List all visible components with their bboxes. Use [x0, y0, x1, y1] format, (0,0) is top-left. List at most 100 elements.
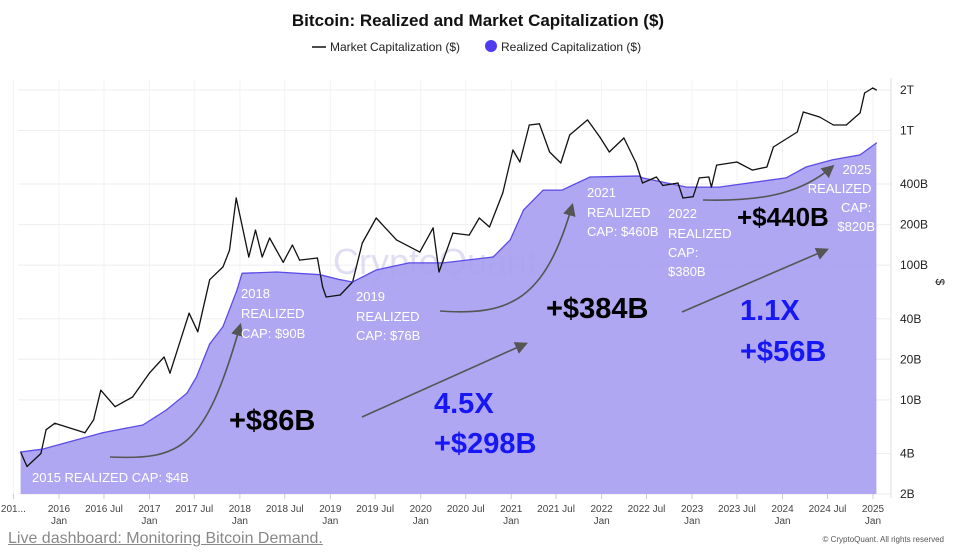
live-dashboard-link[interactable]: Live dashboard: Monitoring Bitcoin Deman… [8, 530, 323, 547]
market-cap-point [549, 151, 551, 153]
market-cap-point [608, 151, 610, 153]
realized-cap-point [236, 289, 238, 291]
market-cap-point [84, 432, 86, 434]
market-cap-point [682, 197, 684, 199]
x-tick-sublabel: Jan [774, 516, 790, 527]
realized-cap-point [352, 281, 354, 283]
x-tick-label: 2025 [862, 504, 885, 515]
annotation-2022: 2022 REALIZED CAP: $380B [668, 206, 735, 279]
market-cap-point [662, 184, 664, 187]
y-tick-label: 40B [900, 312, 921, 326]
market-cap-point [325, 296, 327, 298]
market-cap-point [586, 119, 589, 121]
market-cap-point [875, 89, 878, 91]
gain-label-384b: +$384B [546, 293, 648, 325]
y-axis-label: $ [933, 279, 947, 286]
market-cap-point [114, 406, 116, 408]
y-tick-label: 1T [900, 123, 915, 137]
x-tick-label: 2023 Jul [718, 504, 756, 515]
legend-item-realized-cap[interactable]: Realized Capitalization ($) [485, 40, 641, 54]
market-cap-point [796, 131, 798, 133]
market-cap-point [519, 161, 521, 163]
realized-cap-point [165, 409, 167, 411]
market-cap-point [560, 162, 562, 164]
realized-cap-point [209, 343, 211, 345]
legend-dot-swatch [485, 40, 497, 52]
market-cap-point [710, 186, 713, 188]
market-cap-point [395, 239, 398, 241]
market-cap-point [751, 169, 753, 171]
x-tick-label: 2021 Jul [537, 504, 575, 515]
x-tick-sublabel: Jan [594, 516, 610, 527]
x-tick-label: 2022 Jul [628, 504, 666, 515]
x-tick-sublabel: Jan [141, 516, 157, 527]
y-tick-label: 400B [900, 177, 928, 191]
gain-label-440b: +$440B [737, 202, 829, 232]
market-cap-point [716, 164, 718, 166]
realized-cap-points [19, 142, 878, 453]
legend-label: Market Capitalization ($) [330, 40, 460, 54]
realized-cap-point [686, 186, 688, 188]
market-cap-point [512, 149, 514, 151]
realized-cap-point [641, 177, 644, 179]
arrow-2018-2021 [361, 342, 528, 418]
realized-cap-point [195, 376, 198, 378]
y-tick-label: 10B [900, 393, 921, 407]
market-cap-point [316, 257, 319, 259]
annotation-2019: 2019 REALIZED CAP: $76B [356, 289, 423, 343]
realized-cap-point [339, 279, 341, 281]
arrow-2019-2021 [439, 202, 576, 313]
y-tick-label: 2B [900, 487, 915, 501]
legend-item-market-cap[interactable]: Market Capitalization ($) [312, 40, 460, 54]
market-cap-point [641, 182, 644, 184]
market-cap-point [708, 176, 710, 178]
x-tick-label: 2016 [48, 504, 71, 515]
realized-cap-point [522, 209, 525, 211]
y-tick-label: 20B [900, 352, 921, 366]
market-cap-point [528, 124, 530, 126]
market-cap-point [298, 259, 301, 261]
market-cap-point [54, 422, 56, 424]
x-tick-label: 2022 [591, 504, 614, 515]
market-cap-point [261, 256, 263, 258]
x-tick-label: 2019 [319, 504, 342, 515]
gain-label-56b: +$56B [740, 336, 826, 368]
market-cap-point [872, 87, 874, 89]
annotation-2025: 2025 REALIZED CAP: $820B [808, 162, 875, 234]
y-tick-label: 200B [900, 218, 928, 232]
x-tick-sublabel: Jan [322, 516, 338, 527]
market-cap-point [692, 196, 694, 198]
x-tick-sublabel: Jan [503, 516, 519, 527]
legend: Market Capitalization ($) Realized Capit… [312, 40, 641, 54]
market-cap-point [40, 452, 42, 455]
annotations [109, 164, 835, 459]
market-cap-point [169, 372, 171, 374]
realized-cap-point [142, 424, 144, 426]
market-cap-point [802, 111, 804, 113]
arrow-2015-2018 [109, 322, 244, 459]
realized-cap-point [19, 451, 22, 453]
realized-cap-point [186, 392, 188, 394]
realized-cap-point [542, 189, 544, 191]
y-tick-label: 2T [900, 83, 915, 97]
market-cap-point [163, 356, 165, 358]
realized-cap-point [276, 271, 278, 273]
annotation-2015: 2015 REALIZED CAP: $4B [32, 470, 189, 485]
market-cap-point [438, 271, 440, 273]
realized-cap-area [20, 143, 877, 494]
realized-cap-point [589, 176, 591, 178]
market-cap-point [859, 112, 861, 114]
realized-cap-point [408, 262, 410, 264]
x-tick-sublabel: Jan [413, 516, 429, 527]
y-tick-label: 100B [900, 258, 928, 272]
y-axis: 2T 1T 400B 200B 100B 40B 20B 10B 4B 2B [900, 83, 928, 501]
arrow-2022-2025 [702, 164, 835, 202]
market-cap-point [488, 226, 491, 228]
market-cap-point [361, 242, 363, 244]
market-cap-point [209, 279, 211, 281]
market-cap-point [698, 177, 700, 179]
x-tick-label: 2018 [229, 504, 252, 515]
gain-label-298b: +$298B [434, 428, 536, 460]
multiplier-label-1-1x: 1.1X [740, 295, 800, 327]
